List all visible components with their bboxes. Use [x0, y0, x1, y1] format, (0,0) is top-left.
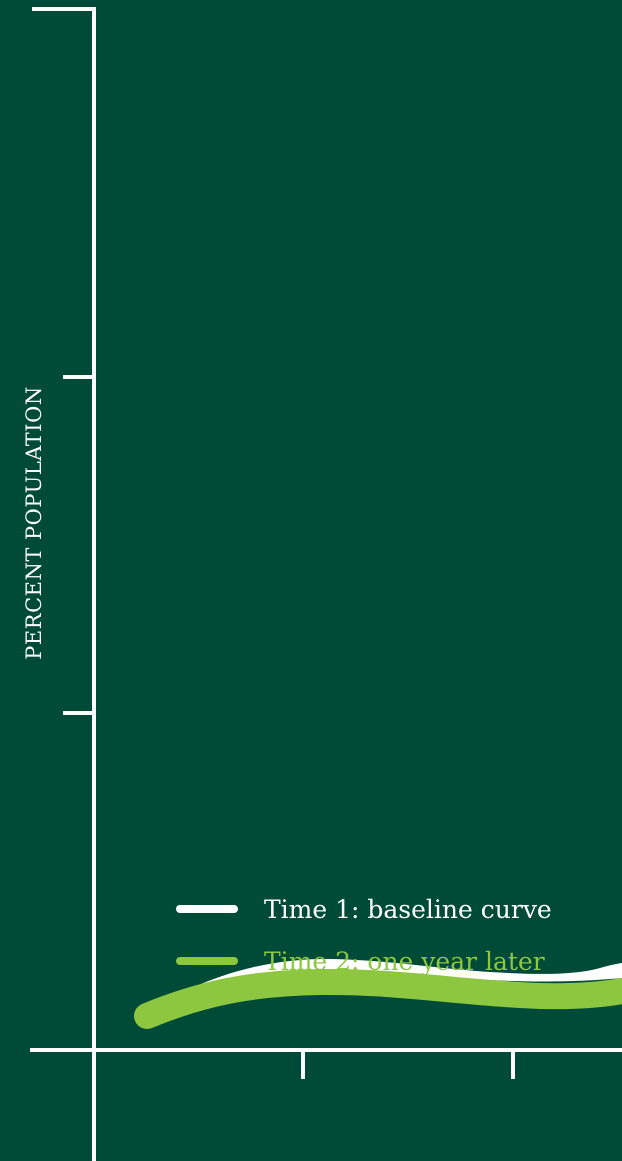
y-axis-label: PERCENT POPULATION: [22, 386, 46, 660]
legend-item-time-2: Time 2: one year later: [176, 946, 552, 976]
legend-label-time-1: Time 1: baseline curve: [264, 894, 552, 924]
legend-label-time-2: Time 2: one year later: [264, 946, 545, 976]
legend-swatch-time-2: [176, 957, 238, 965]
legend-item-time-1: Time 1: baseline curve: [176, 894, 552, 924]
legend: Time 1: baseline curve Time 2: one year …: [176, 894, 552, 998]
legend-swatch-time-1: [176, 905, 238, 913]
series-time-2-line: [134, 968, 622, 1029]
